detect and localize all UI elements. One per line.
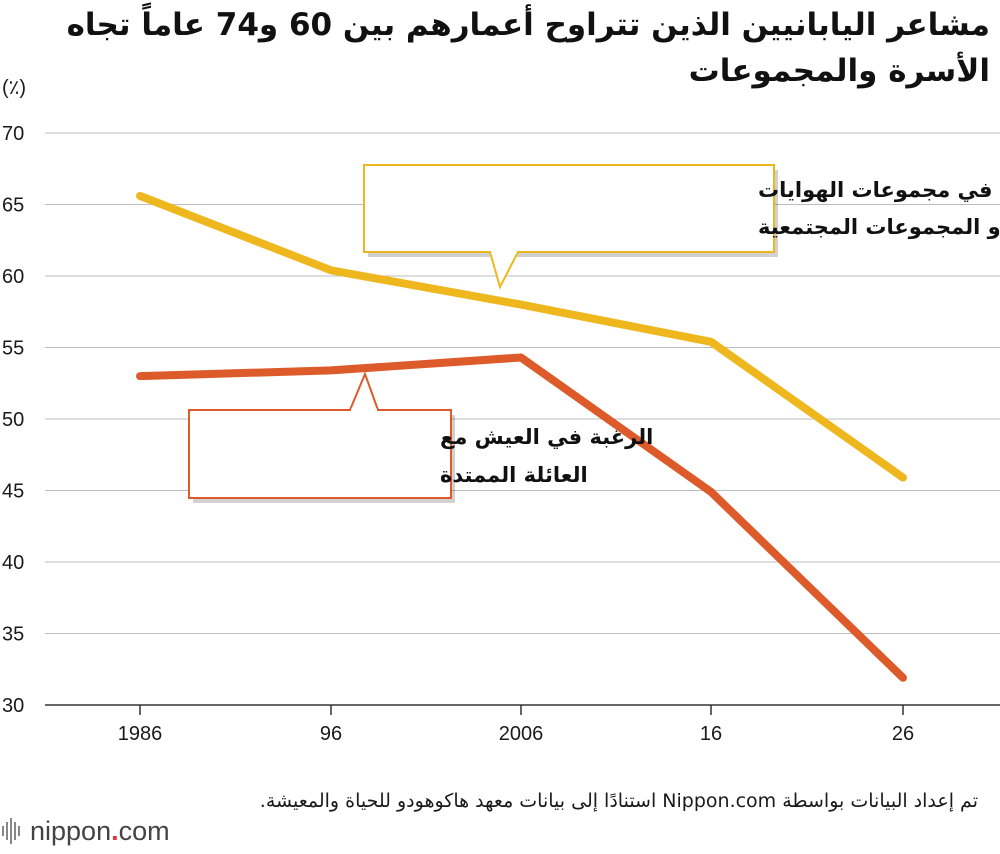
x-tick-label: 26 [892, 723, 914, 745]
y-tick-label: 30 [2, 695, 24, 717]
series-callouts: المشاركة في مجموعات الهوايات أو المجموعات… [188, 164, 1000, 503]
logo-dot: . [111, 815, 119, 846]
y-tick-labels: 30 35 40 45 50 55 60 65 70 [2, 123, 24, 717]
series-label-line: المشاركة في مجموعات الهوايات [758, 178, 1000, 202]
gridlines [45, 132, 1000, 706]
callout-2: الرغبة في العيش مع العائلة الممتدة [188, 371, 653, 503]
callout-pointer [349, 371, 379, 411]
y-tick-label: 65 [2, 195, 24, 217]
y-axis-label: (٪) [2, 77, 26, 99]
callout-pointer [489, 251, 519, 290]
x-tick-label: 2006 [499, 723, 544, 745]
series-label-line: العائلة الممتدة [440, 463, 588, 487]
logo-suffix: com [118, 815, 170, 846]
x-tick-label: 16 [700, 723, 722, 745]
series-lines [136, 191, 907, 682]
line-chart: (٪) 30 35 40 45 50 55 60 65 70 1986 96 2006 16 26 ال… [2, 77, 1000, 745]
y-tick-label: 55 [2, 338, 24, 360]
y-tick-label: 35 [2, 624, 24, 646]
x-tick-labels: 1986 96 2006 16 26 [118, 705, 914, 745]
series-label-line: أو المجموعات المجتمعية [758, 212, 1000, 239]
y-tick-label: 70 [2, 123, 24, 145]
y-tick-label: 45 [2, 481, 24, 503]
x-tick-label: 1986 [118, 723, 163, 745]
logo-name: nippon [30, 815, 112, 846]
x-tick-label: 96 [320, 723, 342, 745]
y-tick-label: 40 [2, 552, 24, 574]
callout-box [188, 409, 452, 499]
logo-bars-icon [2, 818, 22, 844]
nippon-logo: nippon. com [2, 814, 170, 848]
series-line-1 [136, 191, 907, 482]
source-note: تم إعداد البيانات بواسطة Nippon.com استن… [259, 790, 978, 812]
chart-title: مشاعر اليابانيين الذين تتراوح أعمارهم بي… [66, 7, 990, 89]
series-line-2 [136, 353, 907, 682]
series-label-line: الرغبة في العيش مع [440, 425, 653, 449]
callout-box [363, 164, 775, 253]
y-tick-label: 50 [2, 409, 24, 431]
callout-1: المشاركة في مجموعات الهوايات أو المجموعات… [363, 164, 1000, 290]
y-tick-label: 60 [2, 266, 24, 288]
